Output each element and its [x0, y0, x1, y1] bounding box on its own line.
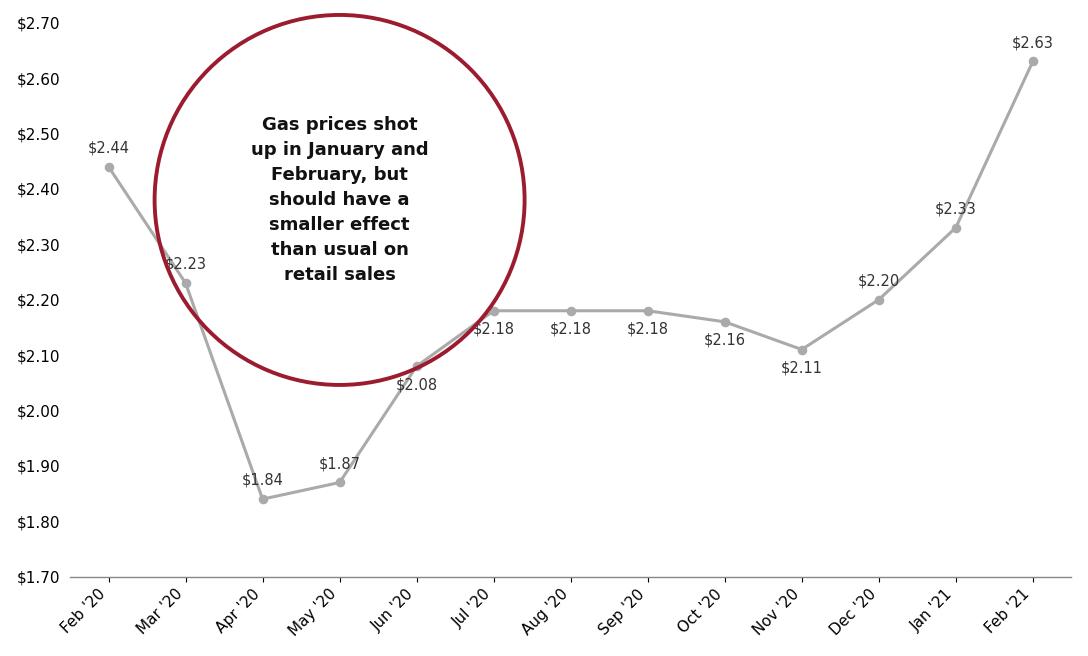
- Point: [485, 306, 503, 316]
- Point: [716, 317, 733, 327]
- Point: [177, 277, 195, 288]
- Point: [331, 477, 348, 487]
- Point: [254, 494, 271, 504]
- Text: $2.18: $2.18: [549, 322, 592, 337]
- Text: $2.18: $2.18: [472, 322, 515, 337]
- Point: [639, 306, 656, 316]
- Text: $1.87: $1.87: [319, 457, 360, 472]
- Text: $2.08: $2.08: [396, 377, 437, 392]
- Text: $2.44: $2.44: [87, 140, 129, 155]
- Point: [408, 361, 425, 371]
- Text: $2.18: $2.18: [627, 322, 669, 337]
- Point: [562, 306, 580, 316]
- Text: $2.33: $2.33: [935, 201, 977, 216]
- Point: [870, 295, 888, 305]
- Text: $2.11: $2.11: [781, 361, 823, 376]
- Point: [1024, 56, 1041, 67]
- Point: [100, 161, 118, 172]
- Text: $2.20: $2.20: [857, 274, 900, 289]
- Text: $1.84: $1.84: [242, 473, 284, 488]
- Text: $2.63: $2.63: [1012, 35, 1054, 51]
- Text: Gas prices shot
up in January and
February, but
should have a
smaller effect
tha: Gas prices shot up in January and Februa…: [251, 116, 429, 284]
- Point: [947, 222, 964, 233]
- Text: $2.16: $2.16: [704, 333, 745, 348]
- Point: [793, 344, 811, 355]
- Text: $2.23: $2.23: [164, 257, 207, 272]
